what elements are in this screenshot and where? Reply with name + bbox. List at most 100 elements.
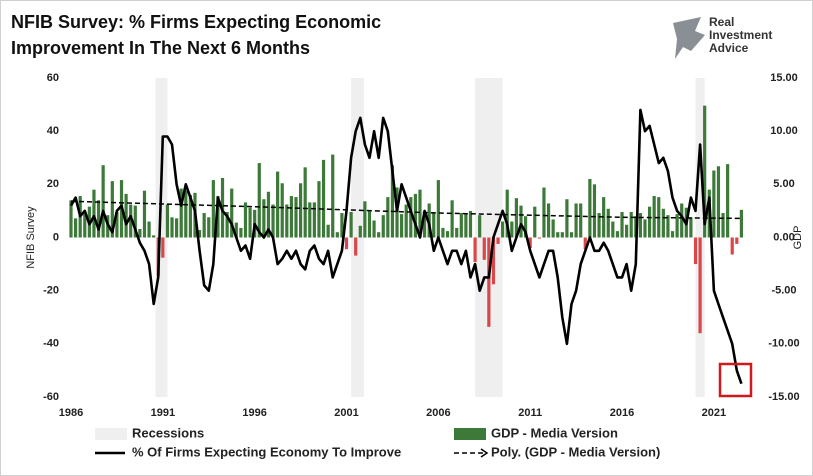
y2-tick-label: -10.00 — [768, 338, 799, 350]
y-tick-label: 0 — [53, 231, 59, 243]
gdp-bar — [289, 196, 294, 238]
gdp-bar — [556, 232, 560, 238]
gdp-bar — [519, 205, 523, 238]
gdp-bar — [262, 199, 266, 238]
y2-tick-label: 15.00 — [770, 72, 798, 84]
gdp-bar — [73, 218, 78, 238]
gdp-bar — [83, 214, 87, 238]
gdp-bar — [285, 204, 289, 238]
gdp-bar — [422, 216, 427, 238]
gdp-bar — [459, 213, 463, 238]
gdp-bar — [445, 231, 450, 238]
gdp-bar — [523, 216, 528, 238]
y-tick-label: 20 — [47, 178, 59, 190]
legend-swatch — [95, 428, 127, 440]
x-tick-label: 1986 — [59, 407, 83, 419]
gdp-bar — [620, 211, 624, 238]
gdp-bar — [234, 222, 238, 238]
gdp-bar — [280, 183, 284, 238]
gdp-bar — [473, 237, 477, 262]
gdp-bar — [592, 184, 597, 238]
gdp-bar — [625, 224, 629, 238]
legend-label: Poly. (GDP - Media Version) — [491, 444, 660, 459]
gdp-bar — [101, 165, 105, 238]
gdp-bar — [588, 179, 592, 238]
gdp-bar — [533, 206, 537, 238]
gdp-bar — [395, 187, 399, 238]
gdp-bar — [344, 237, 349, 250]
gdp-bar — [184, 190, 188, 238]
gdp-bar — [680, 203, 684, 238]
gdp-bar — [514, 198, 519, 238]
logo-text: Advice — [709, 41, 749, 55]
y2-tick-label: -5.00 — [771, 285, 796, 297]
gdp-bar — [510, 221, 514, 238]
gdp-bar — [92, 189, 96, 238]
gdp-bar — [142, 190, 147, 238]
gdp-bar — [152, 235, 156, 238]
y2-tick-label: 0.00 — [773, 231, 794, 243]
x-tick-label: 2016 — [610, 407, 634, 419]
gdp-bar — [606, 208, 610, 238]
gdp-bar — [363, 201, 367, 238]
gdp-bar — [331, 154, 335, 238]
gdp-bar — [243, 202, 248, 238]
gdp-bar — [455, 227, 459, 238]
gdp-bar — [381, 215, 385, 238]
gdp-bar — [276, 171, 280, 238]
nfib-line — [69, 108, 743, 385]
trend-line — [70, 200, 742, 220]
gdp-bar — [404, 204, 408, 238]
gdp-bar — [312, 202, 316, 238]
gdp-bar — [202, 213, 206, 238]
y-axis-label: NFIB Survey — [25, 206, 37, 269]
gdp-bar — [726, 164, 730, 238]
recession-band — [351, 78, 364, 397]
gdp-bar — [501, 221, 505, 238]
gdp-bar — [179, 188, 183, 238]
gdp-bar — [211, 180, 215, 238]
gdp-bar — [257, 163, 261, 238]
gdp-bar — [703, 105, 707, 238]
gdp-bar — [546, 203, 551, 238]
gdp-bar — [441, 227, 445, 238]
gdp-bar — [294, 197, 298, 238]
x-tick-label: 2006 — [426, 407, 450, 419]
y-tick-label: 60 — [47, 72, 59, 84]
gdp-bar — [409, 197, 413, 238]
gdp-bar — [565, 199, 569, 238]
gdp-bar — [358, 225, 362, 238]
gdp-bar — [597, 213, 601, 238]
gdp-bar — [340, 213, 344, 238]
gdp-bar — [716, 166, 721, 238]
gdp-bar — [583, 237, 587, 250]
legend-label: Recessions — [132, 425, 204, 440]
gdp-bar — [367, 210, 372, 238]
gdp-bar — [647, 206, 652, 238]
gdp-bar — [115, 211, 119, 238]
gdp-bar — [418, 189, 422, 238]
gdp-bar — [496, 237, 500, 244]
x-tick-label: 1991 — [151, 407, 175, 419]
gdp-bar — [303, 167, 307, 238]
gdp-bar — [629, 211, 633, 238]
y2-tick-label: -15.00 — [768, 391, 799, 403]
gdp-bar — [321, 159, 326, 238]
gdp-bar — [188, 194, 192, 238]
gdp-bar — [207, 217, 211, 238]
gdp-bar — [377, 232, 381, 238]
gdp-bar — [147, 221, 151, 238]
gdp-bar — [133, 205, 137, 238]
y-tick-label: -60 — [43, 391, 59, 403]
gdp-bar — [652, 196, 656, 238]
gdp-bar — [569, 232, 574, 238]
legend-label: GDP - Media Version — [491, 425, 618, 440]
gdp-bar — [574, 203, 578, 238]
gdp-bar — [69, 200, 73, 238]
x-tick-label: 2011 — [518, 407, 542, 419]
gdp-bar — [335, 232, 339, 238]
gdp-bar — [537, 237, 541, 239]
gdp-bar — [354, 237, 358, 256]
gdp-bar — [129, 204, 133, 238]
